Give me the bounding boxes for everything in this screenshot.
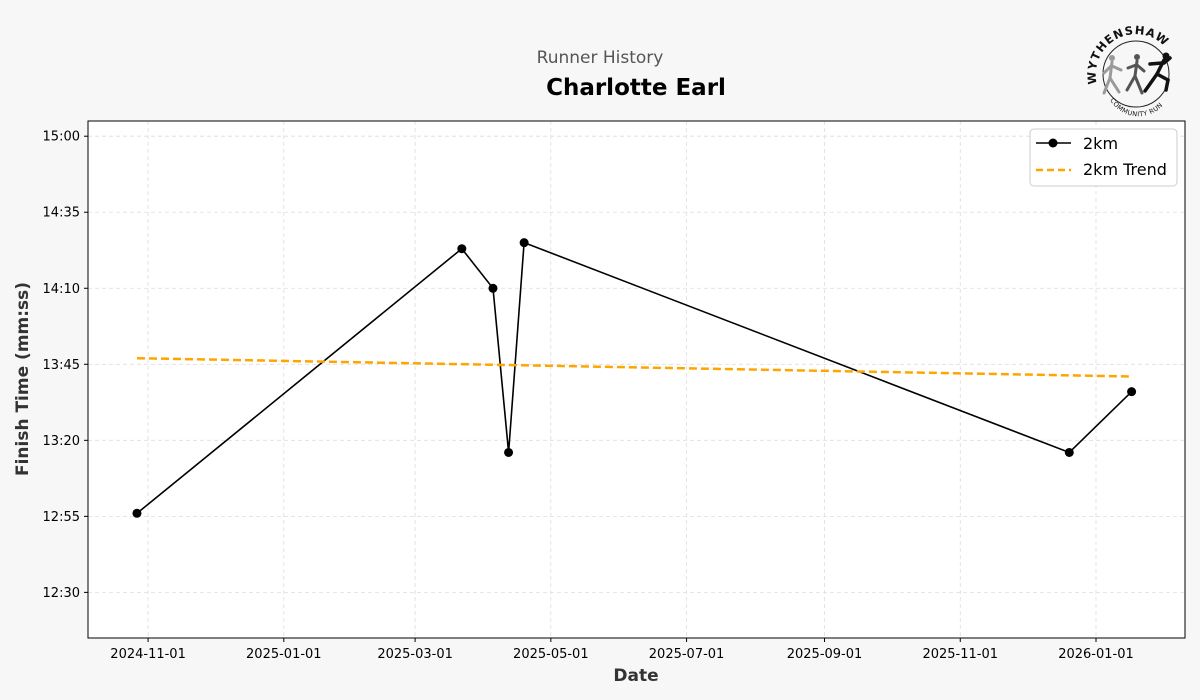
series-2km-point-0: [132, 508, 142, 518]
x-tick-label-4: 2025-07-01: [649, 647, 725, 662]
series-2km-point-4: [519, 238, 529, 248]
y-tick-label-5: 14:35: [43, 206, 80, 221]
runner-light-icon: [1102, 55, 1123, 95]
plot-area: [88, 121, 1185, 638]
series: [132, 238, 1137, 518]
legend-2km-marker: [1048, 138, 1058, 148]
runner-dark-icon: [1143, 52, 1172, 93]
series-2km-point-6: [1127, 387, 1137, 397]
chart-subtitle: Runner History: [537, 48, 664, 68]
chart-title: Charlotte Earl: [546, 75, 726, 101]
x-tick-label-1: 2025-01-01: [246, 647, 322, 662]
legend: 2km 2km Trend: [1029, 128, 1178, 187]
x-tick-label-0: 2024-11-01: [110, 647, 186, 662]
y-axis-label: Finish Time (mm:ss): [13, 282, 33, 476]
runner-mid-icon: [1125, 54, 1146, 95]
y-tick-label-0: 12:30: [43, 586, 80, 601]
y-tick-label-1: 12:55: [43, 510, 80, 525]
series-2km-point-2: [488, 283, 498, 293]
x-tick-label-5: 2025-09-01: [787, 647, 863, 662]
x-tick-label-3: 2025-05-01: [513, 647, 589, 662]
legend-trend-label: 2km Trend: [1083, 160, 1167, 179]
x-tick-label-2: 2025-03-01: [377, 647, 453, 662]
plot-frame: [87, 120, 1186, 639]
series-trend-line: [136, 356, 1132, 378]
grid: [88, 121, 1185, 638]
axis-ticks: 2024-11-01 2025-01-01 2025-03-01 2025-05-01…: [43, 130, 1134, 662]
series-2km-point-1: [457, 244, 467, 254]
y-tick-label-3: 13:45: [43, 358, 80, 373]
x-tick-label-6: 2025-11-01: [922, 647, 998, 662]
x-axis-label: Date: [613, 666, 658, 686]
x-tick-label-7: 2026-01-01: [1058, 647, 1134, 662]
y-tick-label-4: 14:10: [43, 282, 80, 297]
legend-2km-label: 2km: [1083, 134, 1118, 153]
series-2km-point-3: [504, 447, 514, 457]
logo-top-text: WYTHENSHAWE: [0, 0, 1172, 85]
series-2km-point-5: [1064, 447, 1074, 457]
y-tick-label-6: 15:00: [43, 130, 80, 145]
y-tick-label-2: 13:20: [43, 434, 80, 449]
